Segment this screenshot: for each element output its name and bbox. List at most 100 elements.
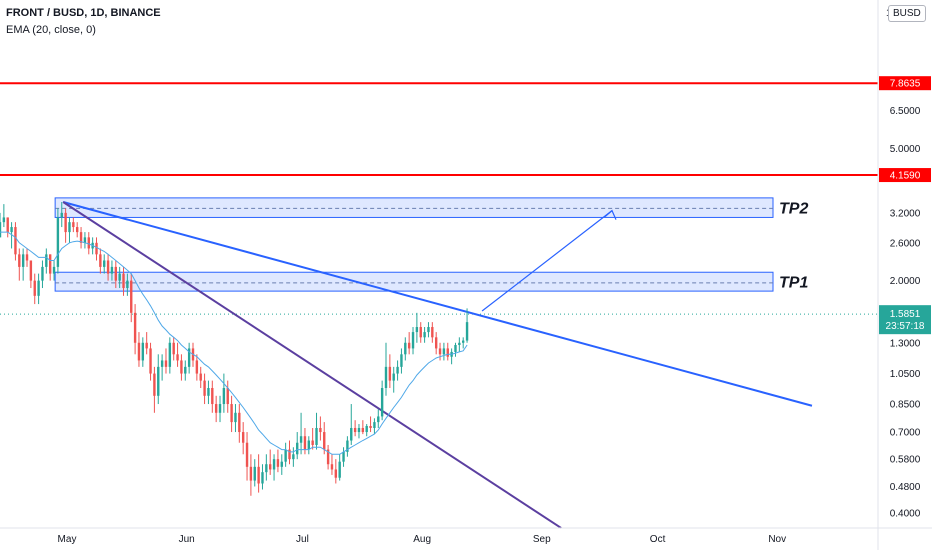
candle-body — [145, 342, 148, 349]
level-badge-label: 7.8635 — [890, 79, 921, 90]
y-tick-label: 2.0000 — [890, 276, 921, 287]
candle-body — [315, 427, 318, 445]
candle-body — [114, 266, 117, 281]
candle-body — [330, 464, 334, 470]
candle-body — [380, 388, 384, 417]
candle-body — [157, 366, 160, 396]
candle-body — [407, 342, 411, 349]
candle-body — [465, 322, 469, 341]
zones — [54, 197, 774, 292]
candle-body — [334, 469, 338, 478]
candle-body — [230, 404, 233, 423]
candle-body — [176, 354, 179, 361]
blue-trendline — [62, 201, 813, 407]
candle-body — [133, 312, 137, 343]
candle-body — [180, 360, 183, 374]
candle-body — [211, 388, 214, 405]
chart-title: FRONT / BUSD, 1D, BINANCE — [6, 7, 161, 19]
candle-body — [296, 442, 299, 455]
candle-body — [427, 327, 430, 333]
candle-body — [153, 373, 156, 396]
candle-body — [25, 254, 29, 261]
candle-body — [311, 440, 314, 445]
grid — [0, 0, 878, 528]
candle-body — [118, 273, 121, 281]
countdown-label: 23:57:18 — [886, 321, 925, 332]
candle-body — [342, 451, 345, 462]
currency-badge[interactable]: BUSD — [888, 5, 926, 22]
candle-body — [369, 425, 372, 428]
candle-body — [160, 360, 164, 367]
candle-body — [419, 327, 422, 338]
candle-body — [253, 466, 256, 481]
candle-body — [87, 237, 90, 249]
y-tick-label: 0.8500 — [890, 400, 921, 411]
last-price-badge — [879, 305, 931, 335]
candle-body — [45, 254, 48, 267]
plot-background — [0, 0, 878, 528]
candle-body — [249, 466, 253, 481]
candle-body — [299, 436, 303, 443]
candle-body — [195, 360, 199, 374]
candle-body — [60, 212, 63, 218]
purple-trendline — [62, 201, 562, 529]
candles — [0, 202, 469, 496]
candle-body — [37, 280, 40, 296]
zone-tp2 — [54, 197, 774, 218]
candle-body — [261, 472, 264, 484]
candle-body — [110, 266, 114, 274]
x-tick-label: Sep — [533, 534, 551, 545]
candle-body — [384, 366, 388, 389]
candle-body — [423, 332, 426, 338]
candle-body — [241, 432, 245, 443]
y-tick-label: 0.4000 — [890, 508, 921, 519]
candle-body — [76, 227, 79, 233]
candle-body — [10, 227, 13, 233]
candle-body — [33, 280, 36, 296]
candle-body — [72, 222, 75, 228]
candle-body — [207, 388, 210, 396]
candle-body — [326, 449, 330, 465]
zone-label-tp1: TP1 — [779, 275, 808, 292]
zone-tp1 — [54, 271, 774, 292]
level-badge-label: 4.1590 — [890, 171, 921, 182]
candle-body — [68, 222, 71, 233]
indicator-label[interactable]: EMA (20, close, 0) — [6, 24, 96, 36]
candle-body — [415, 327, 419, 333]
candle-body — [357, 427, 361, 433]
candle-body — [203, 380, 206, 396]
candle-body — [346, 440, 349, 452]
candle-body — [52, 266, 56, 274]
y-tick-label: 3.2000 — [890, 208, 921, 219]
candle-body — [199, 373, 202, 381]
candle-body — [400, 354, 403, 367]
candle-body — [168, 342, 172, 367]
candle-body — [269, 464, 272, 470]
candle-body — [292, 454, 295, 460]
candle-body — [41, 266, 44, 281]
ema-polyline — [0, 231, 468, 455]
candle-body — [187, 348, 191, 367]
last-price-label: 1.5851 — [890, 309, 921, 320]
y-tick-label: 5.0000 — [890, 144, 921, 155]
candle-body — [234, 412, 237, 423]
candle-body — [149, 348, 152, 374]
candle-body — [323, 432, 326, 450]
candle-body — [303, 436, 307, 450]
candle-body — [214, 404, 218, 413]
candle-body — [79, 232, 83, 243]
candle-body — [126, 280, 129, 289]
candle-body — [353, 427, 357, 433]
candle-body — [21, 254, 25, 267]
candle-body — [164, 360, 168, 367]
y-tick-label: 1.0500 — [890, 369, 921, 380]
x-tick-label: Jun — [179, 534, 195, 545]
trendlines — [62, 201, 813, 529]
candle-body — [276, 459, 280, 467]
x-tick-label: Oct — [650, 534, 666, 545]
annotations: TP2 TP1 — [481, 201, 808, 312]
candle-body — [392, 373, 395, 381]
candle-body — [365, 425, 368, 433]
y-tick-label: 1.3000 — [890, 338, 921, 349]
